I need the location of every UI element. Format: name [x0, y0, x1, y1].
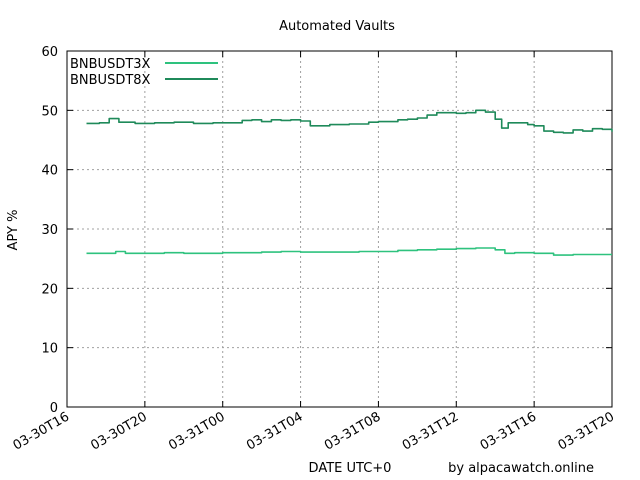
x-axis-label: DATE UTC+0 — [309, 461, 392, 476]
x-tick-label: 03-31T08 — [322, 409, 383, 453]
y-tick-label: 60 — [41, 45, 58, 60]
x-tick-label: 03-31T04 — [244, 409, 305, 453]
series-line-bnbusdt3x — [86, 247, 612, 256]
y-tick-label: 10 — [41, 342, 58, 357]
y-tick-label: 0 — [50, 401, 58, 416]
series-line-bnbusdt8x — [86, 109, 613, 134]
series-lines — [86, 109, 613, 256]
x-tick-label: 03-31T00 — [166, 409, 227, 453]
x-tick-label: 03-31T12 — [400, 409, 461, 453]
y-tick-label: 40 — [41, 164, 58, 179]
x-tick-label: 03-30T16 — [11, 409, 72, 453]
gridlines — [67, 51, 612, 407]
legend-label-bnbusdt8x: BNBUSDT8X — [70, 73, 151, 88]
y-tick-label: 20 — [41, 282, 58, 297]
y-axis: 0 10 20 30 40 50 60 — [41, 45, 612, 416]
y-tick-label: 30 — [41, 223, 58, 238]
x-tick-label: 03-30T20 — [88, 409, 149, 453]
y-axis-label: APY % — [6, 210, 21, 251]
legend-label-bnbusdt3x: BNBUSDT3X — [70, 57, 151, 72]
x-tick-label: 03-31T20 — [556, 409, 617, 453]
x-tick-label: 03-31T16 — [478, 409, 539, 453]
y-tick-label: 50 — [41, 104, 58, 119]
legend: BNBUSDT3X BNBUSDT8X — [70, 57, 218, 88]
chart-title: Automated Vaults — [279, 19, 395, 34]
credit-text: by alpacawatch.online — [448, 461, 594, 476]
